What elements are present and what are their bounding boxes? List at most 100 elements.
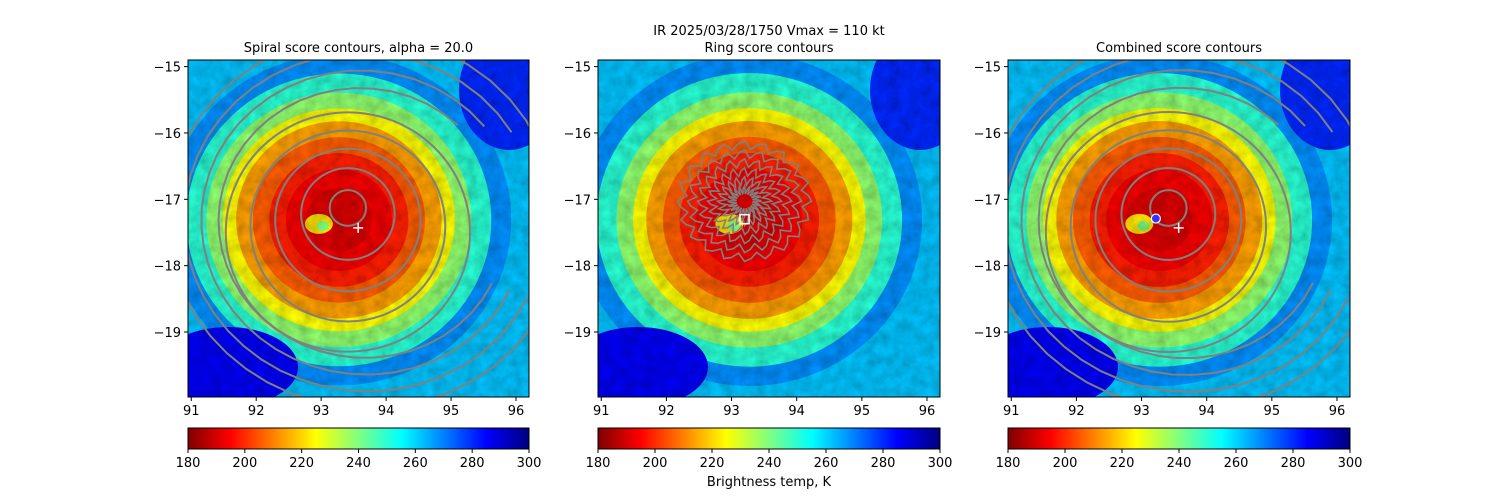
spiral-contour-ring-4 [1069, 129, 1268, 323]
cold-clear-ne [870, 60, 940, 150]
colorbar-tick-label: 280 [1281, 456, 1306, 471]
colorbar-tick-label: 240 [1167, 456, 1192, 471]
eye-core [1137, 220, 1150, 231]
colorbar-tick-label: 180 [176, 456, 201, 471]
colorbar-tick-label: 240 [757, 456, 782, 471]
y-tick-label: −17 [564, 193, 591, 208]
colorbar-tick-label: 280 [871, 456, 896, 471]
y-tick-label: −15 [564, 61, 591, 76]
colorbar [1007, 427, 1351, 450]
spiral-contour-ring-5 [224, 111, 471, 353]
ring-contour-4 [696, 157, 793, 245]
x-tick-label: 94 [378, 404, 395, 419]
panel-title: Ring score contours [704, 41, 833, 56]
ring-contour-3 [706, 166, 784, 236]
colorbar-tick-label: 260 [1224, 456, 1249, 471]
panel-1: Spiral score contours, alpha = 20.0 91 92 9… [154, 41, 542, 471]
spiral-contour-ring-1 [1149, 189, 1188, 227]
colorbar-tick-label: 260 [403, 456, 428, 471]
colorbar-tick-label: 220 [1110, 456, 1135, 471]
x-tick-label: 96 [1329, 404, 1346, 419]
y-tick-label: −18 [974, 260, 1001, 275]
first-guess-marker [1173, 222, 1184, 233]
figure-suptitle: IR 2025/03/28/1750 Vmax = 110 kt [653, 24, 884, 39]
x-tick-label: 95 [1264, 404, 1281, 419]
eye-core [316, 220, 329, 231]
spiral-contour-arm-1 [217, 87, 494, 359]
x-tick-label: 94 [1198, 404, 1215, 419]
best-center-marker [1150, 213, 1161, 224]
colorbar-tick-label: 300 [928, 456, 953, 471]
x-tick-label: 94 [788, 404, 805, 419]
y-tick-label: −15 [974, 61, 1001, 76]
y-tick-label: −17 [974, 193, 1001, 208]
cold-clear-ne [1280, 60, 1350, 150]
y-tick-label: −18 [564, 260, 591, 275]
x-tick-label: 91 [593, 404, 610, 419]
temp-band-191K [305, 188, 373, 252]
colorbar-tick-label: 300 [1338, 456, 1363, 471]
x-tick-label: 95 [854, 404, 871, 419]
colorbar-tick-label: 180 [996, 456, 1021, 471]
colorbar-tick-label: 260 [814, 456, 839, 471]
y-tick-label: −18 [154, 260, 181, 275]
colorbar [597, 427, 941, 450]
y-tick-label: −19 [154, 326, 181, 341]
first-guess-marker [353, 222, 364, 233]
panel-title: Combined score contours [1096, 41, 1262, 56]
spiral-contour-ring-2 [1120, 167, 1217, 261]
ring-contour-5 [686, 148, 803, 254]
panel-3: Combined score contours 91 92 93 94 95 96 −15 −1… [974, 41, 1363, 471]
ir-image [188, 60, 529, 397]
panel-title: Spiral score contours, alpha = 20.0 [244, 41, 473, 56]
colorbar-tick-label: 220 [700, 456, 725, 471]
y-tick-label: −15 [154, 61, 181, 76]
colorbar-tick-label: 200 [232, 456, 257, 471]
cold-clear-ne [459, 60, 529, 150]
spiral-contour-arm-3 [1008, 60, 1350, 393]
spiral-contour-ring-5 [1044, 110, 1292, 354]
x-tick-label: 96 [508, 404, 525, 419]
ring-contour-1 [727, 183, 764, 220]
spiral-contour-ring-3 [274, 147, 422, 293]
plot-frame [187, 59, 530, 398]
y-tick-label: −19 [974, 326, 1001, 341]
ring-contour-6 [676, 139, 813, 263]
contours [188, 60, 529, 397]
colorbar [187, 427, 530, 450]
colorbar-tick-label: 220 [289, 456, 314, 471]
colorbar-tick-label: 200 [643, 456, 668, 471]
spiral-contour-arm-2 [1020, 69, 1332, 376]
colorbar-tick-label: 280 [460, 456, 485, 471]
colorbar-tick-label: 200 [1053, 456, 1078, 471]
x-tick-label: 92 [658, 404, 675, 419]
x-tick-label: 96 [919, 404, 936, 419]
ring-center-marker [739, 213, 750, 225]
ring-contour-2 [715, 175, 774, 228]
cold-clear-sw [598, 327, 708, 397]
spiral-contour-arm-1 [1037, 86, 1314, 359]
spiral-contour-ring-3 [1094, 147, 1243, 293]
x-tick-label: 93 [723, 404, 740, 419]
contours [1008, 60, 1350, 397]
spiral-contour-ring-1 [328, 189, 368, 227]
panel-2: Ring score contours 91 92 93 94 95 96 −15 −16 −17… [564, 41, 953, 471]
x-tick-label: 95 [443, 404, 460, 419]
spiral-contour-ring-2 [300, 167, 396, 261]
colorbar-tick-label: 240 [346, 456, 371, 471]
x-tick-label: 91 [1003, 404, 1020, 419]
x-tick-label: 91 [183, 404, 200, 419]
spiral-contour-ring-4 [249, 129, 447, 323]
plot-frame [1007, 59, 1351, 398]
y-tick-label: −17 [154, 193, 181, 208]
x-tick-label: 92 [1068, 404, 1085, 419]
plot-frame [597, 59, 941, 398]
y-tick-label: −19 [564, 326, 591, 341]
y-tick-label: −16 [564, 127, 591, 142]
contours [676, 139, 813, 263]
colorbar-tick-label: 300 [517, 456, 542, 471]
x-tick-label: 93 [313, 404, 330, 419]
x-tick-label: 93 [1133, 404, 1150, 419]
spiral-contour-arm-2 [200, 69, 511, 376]
